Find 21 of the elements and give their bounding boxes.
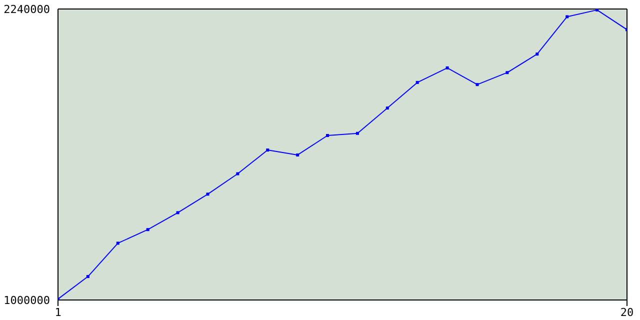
point <box>146 228 150 232</box>
point <box>206 192 210 196</box>
point <box>236 172 240 176</box>
point <box>386 106 389 110</box>
point <box>86 275 90 278</box>
point <box>536 52 539 56</box>
y-tick-label: 2240000 <box>4 2 50 16</box>
point <box>296 153 300 156</box>
point <box>416 80 419 84</box>
point <box>176 211 180 214</box>
point <box>566 15 569 18</box>
x-tick-label: 1 <box>54 306 62 319</box>
point <box>446 66 449 70</box>
point <box>326 134 330 137</box>
point <box>476 83 479 86</box>
x-tick-label: 20 <box>620 306 634 319</box>
point <box>116 242 120 245</box>
point <box>506 71 509 74</box>
y-tick-label: 1000000 <box>4 294 50 307</box>
point <box>266 148 270 152</box>
point <box>356 132 359 135</box>
